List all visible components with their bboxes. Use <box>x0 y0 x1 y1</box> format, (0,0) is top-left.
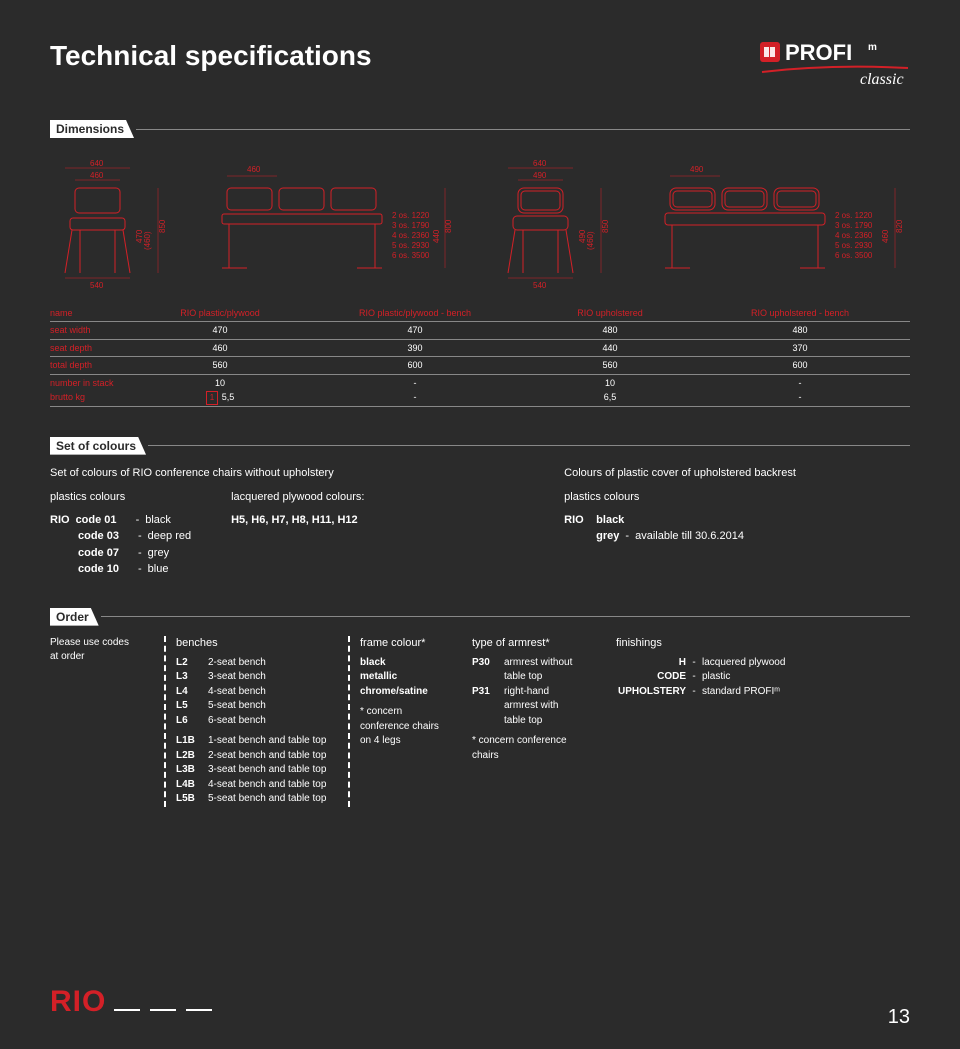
svg-text:2 os. 1220: 2 os. 1220 <box>392 211 430 220</box>
svg-text:(460): (460) <box>143 231 152 250</box>
svg-text:4 os. 2360: 4 os. 2360 <box>392 231 430 240</box>
svg-text:850: 850 <box>601 219 610 233</box>
svg-text:classic: classic <box>860 71 904 88</box>
svg-text:640: 640 <box>90 159 104 168</box>
svg-text:800: 800 <box>444 219 453 233</box>
page-number: 13 <box>888 1006 910 1029</box>
footer: RIO <box>50 985 222 1019</box>
colours-block: Set of colours of RIO conference chairs … <box>50 465 910 578</box>
svg-text:440: 440 <box>432 229 441 243</box>
brand-logo: PROFI m classic <box>760 40 910 90</box>
svg-text:540: 540 <box>90 281 104 290</box>
svg-text:4 os. 2360: 4 os. 2360 <box>835 231 873 240</box>
page-title: Technical specifications <box>50 40 372 72</box>
row-label: name <box>50 306 130 320</box>
section-label: Dimensions <box>50 120 134 138</box>
diagram-single-upholstered: 640 490 540 490 (460) 850 <box>493 158 623 298</box>
svg-text:PROFI: PROFI <box>785 40 852 65</box>
svg-text:2 os. 1220: 2 os. 1220 <box>835 211 873 220</box>
order-armrest: type of armrest* P30armrest without tabl… <box>472 636 602 807</box>
spec-table: name RIO plastic/plywood RIO plastic/ply… <box>50 306 910 407</box>
order-block: Please use codes at order benches L22-se… <box>50 636 910 807</box>
svg-text:460: 460 <box>90 171 104 180</box>
colours-right-title: Colours of plastic cover of upholstered … <box>564 465 910 482</box>
svg-text:(460): (460) <box>586 231 595 250</box>
order-frame: frame colour* black metallic chrome/sati… <box>348 636 458 807</box>
svg-text:640: 640 <box>533 159 547 168</box>
svg-text:850: 850 <box>158 219 167 233</box>
footer-model: RIO <box>50 985 106 1019</box>
header: Technical specifications PROFI m classic <box>50 40 910 90</box>
diagrams-row: 640 460 540 470 (460) 850 460 2 os. 1220 <box>50 158 910 298</box>
svg-text:460: 460 <box>247 165 261 174</box>
svg-text:5 os. 2930: 5 os. 2930 <box>392 241 430 250</box>
section-dimensions-head: Dimensions <box>50 120 910 138</box>
svg-text:6 os. 3500: 6 os. 3500 <box>392 251 430 260</box>
svg-text:460: 460 <box>881 229 890 243</box>
svg-text:540: 540 <box>533 281 547 290</box>
diagram-bench-upholstered: 490 2 os. 1220 3 os. 1790 4 os. 2360 5 o… <box>660 158 910 298</box>
svg-text:m: m <box>868 42 877 53</box>
svg-text:3 os. 1790: 3 os. 1790 <box>835 221 873 230</box>
svg-text:490: 490 <box>690 165 704 174</box>
order-finishings: finishings H-lacquered plywood CODE-plas… <box>616 636 806 807</box>
order-intro: Please use codes at order <box>50 636 150 807</box>
svg-text:6 os. 3500: 6 os. 3500 <box>835 251 873 260</box>
svg-text:820: 820 <box>895 219 904 233</box>
svg-text:5 os. 2930: 5 os. 2930 <box>835 241 873 250</box>
svg-text:490: 490 <box>533 171 547 180</box>
colours-left-title: Set of colours of RIO conference chairs … <box>50 465 534 482</box>
section-colours-head: Set of colours <box>50 437 910 455</box>
diagram-single-plastic: 640 460 540 470 (460) 850 <box>50 158 180 298</box>
diagram-bench-plastic: 460 2 os. 1220 3 os. 1790 4 os. 2360 5 o… <box>217 158 457 298</box>
order-benches: benches L22-seat bench L33-seat bench L4… <box>164 636 334 807</box>
section-order-head: Order <box>50 608 910 626</box>
rule <box>136 129 910 130</box>
svg-text:3 os. 1790: 3 os. 1790 <box>392 221 430 230</box>
stack-icon <box>206 391 218 405</box>
